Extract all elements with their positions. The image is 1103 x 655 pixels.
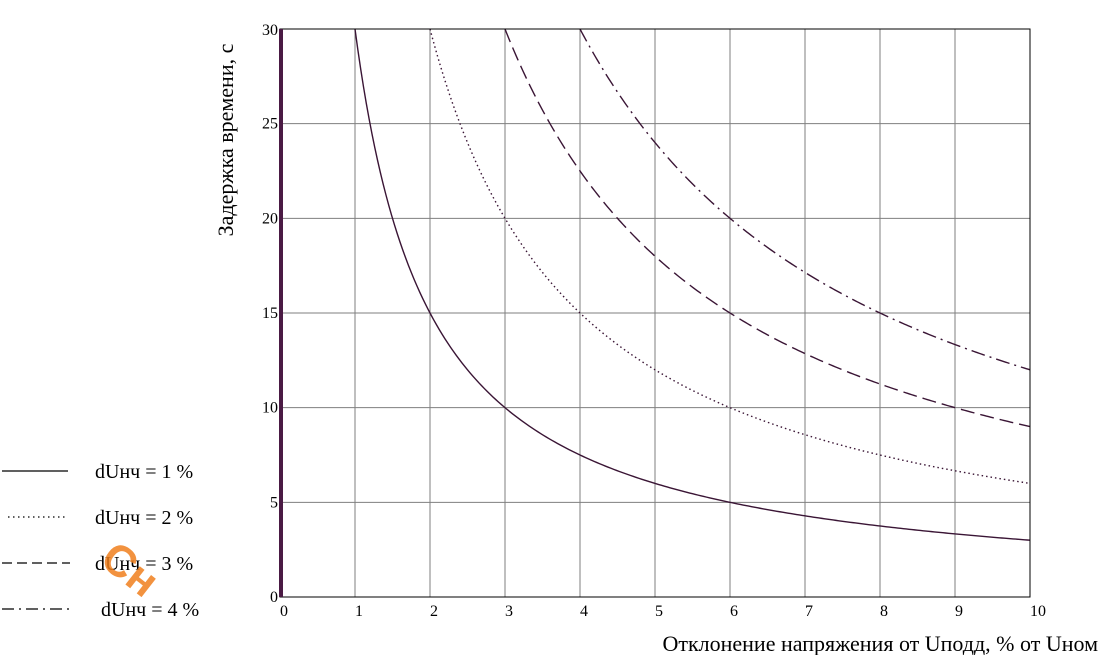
y-tick-label: 30 [262, 22, 278, 39]
x-tick-label: 5 [655, 603, 663, 620]
y-axis-line [279, 29, 283, 597]
x-tick-label: 3 [505, 603, 513, 620]
y-tick-label: 15 [262, 305, 278, 322]
series-layer [354, 28, 1031, 541]
series-2 [429, 28, 1031, 485]
x-tick-label: 0 [280, 603, 288, 620]
y-axis-title: Задержка времени, с [213, 43, 238, 236]
legend-label: dUнч = 4 % [101, 599, 199, 621]
x-tick-label: 8 [880, 603, 888, 620]
x-tick-label: 10 [1030, 603, 1046, 620]
x-tick-label: 6 [730, 603, 738, 620]
x-tick-label: 1 [355, 603, 363, 620]
series-4 [579, 28, 1031, 371]
series-1 [354, 28, 1031, 541]
plot-frame [279, 28, 1031, 598]
series-3 [504, 28, 1031, 428]
x-tick-label: 2 [430, 603, 438, 620]
grid [280, 29, 1030, 597]
x-tick-label: 4 [580, 603, 588, 620]
legend-label: dUнч = 2 % [95, 507, 193, 529]
x-tick-label: 7 [805, 603, 813, 620]
svg-text:Сн: Сн [92, 532, 168, 607]
legend-label: dUнч = 3 % [95, 553, 193, 575]
x-axis-title: Отклонение напряжения от Uподд, % от Uно… [662, 631, 1098, 655]
series-line [579, 28, 1031, 371]
y-tick-labels: 0 5 10 15 20 25 30 [262, 22, 278, 606]
y-tick-label: 25 [262, 116, 278, 133]
y-tick-label: 10 [262, 400, 278, 417]
legend: dUнч = 1 % dUнч = 2 % dUнч = 3 % dUнч = 4 % [2, 461, 199, 621]
y-tick-label: 0 [270, 589, 278, 606]
y-tick-label: 5 [270, 494, 278, 511]
legend-label: dUнч = 1 % [95, 461, 193, 483]
watermark-stamp: Сн [92, 532, 168, 607]
series-line [429, 28, 1031, 485]
x-tick-label: 9 [955, 603, 963, 620]
series-line [354, 28, 1031, 541]
x-tick-labels: 0 1 2 3 4 5 6 7 8 9 10 [280, 603, 1046, 620]
y-tick-label: 20 [262, 210, 278, 227]
series-line [504, 28, 1031, 428]
